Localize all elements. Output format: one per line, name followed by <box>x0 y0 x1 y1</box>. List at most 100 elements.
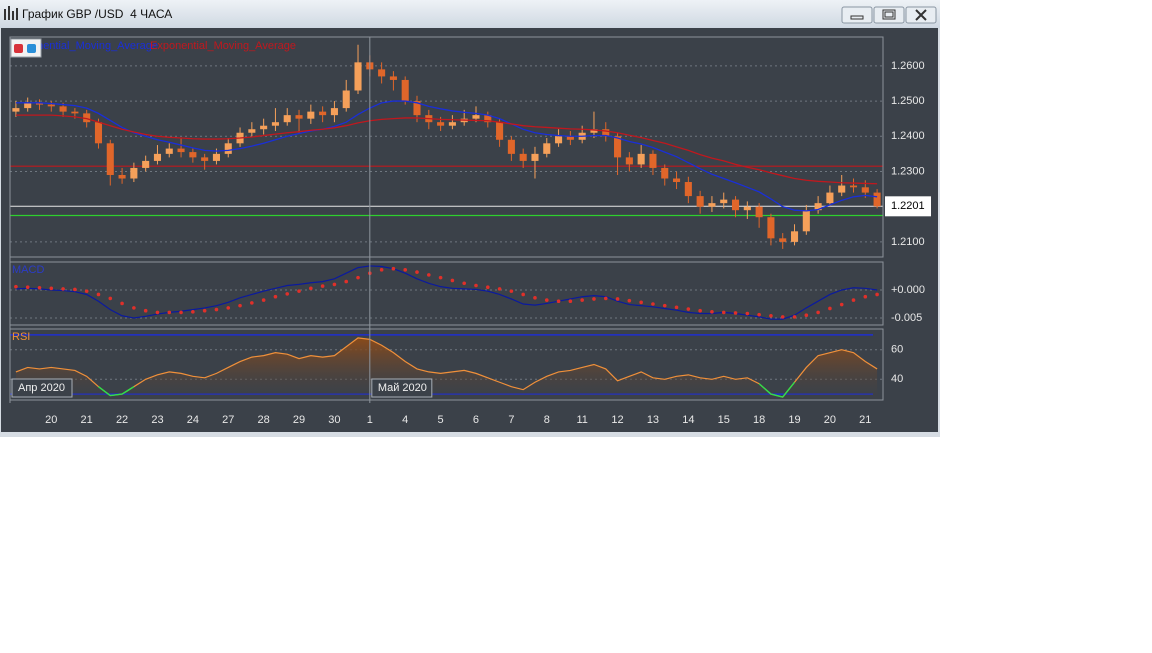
signal-dot <box>250 301 254 305</box>
signal-dot <box>816 311 820 315</box>
signal-dot <box>285 292 289 296</box>
signal-dot <box>274 295 278 299</box>
candle-body <box>638 154 645 165</box>
signal-dot <box>61 287 65 291</box>
y-tick-label: 1.2500 <box>891 95 925 107</box>
candle-body <box>284 115 291 122</box>
candle-body <box>661 168 668 179</box>
signal-dot <box>769 314 773 318</box>
candle-body <box>850 186 857 188</box>
x-tick-label: 6 <box>473 414 479 426</box>
candle-body <box>248 129 255 133</box>
maximize-button[interactable] <box>874 7 904 23</box>
signal-dot <box>167 311 171 315</box>
signal-dot <box>321 284 325 288</box>
signal-dot <box>639 301 643 305</box>
x-tick-label: 11 <box>576 414 587 426</box>
close-button[interactable] <box>906 7 936 23</box>
x-tick-label: 22 <box>116 414 128 426</box>
x-tick-label: 12 <box>611 414 623 426</box>
y-tick-label: 60 <box>891 344 903 356</box>
signal-dot <box>722 311 726 315</box>
candle-body <box>531 154 538 161</box>
signal-dot <box>392 267 396 271</box>
signal-dot <box>864 295 868 299</box>
candle-body <box>508 140 515 154</box>
x-tick-label: 18 <box>753 414 765 426</box>
x-tick-label: 13 <box>647 414 659 426</box>
candle-body <box>354 62 361 90</box>
signal-dot <box>333 283 337 287</box>
signal-dot <box>179 311 183 315</box>
candle-body <box>626 157 633 164</box>
signal-dot <box>852 298 856 302</box>
signal-dot <box>675 306 679 310</box>
x-tick-label: 24 <box>187 414 199 426</box>
candle-body <box>189 152 196 157</box>
minimize-button[interactable] <box>842 7 872 23</box>
candle-body <box>154 154 161 161</box>
signal-dot <box>781 315 785 319</box>
candle-body <box>71 112 78 114</box>
x-tick-label: 15 <box>718 414 730 426</box>
month-label: Апр 2020 <box>18 382 65 394</box>
signal-dot <box>262 298 266 302</box>
signal-dot <box>687 307 691 311</box>
signal-dot <box>793 315 797 319</box>
candle-body <box>319 112 326 116</box>
signal-dot <box>757 313 761 317</box>
candle-body <box>862 187 869 192</box>
signal-dot <box>486 285 490 289</box>
signal-dot <box>191 310 195 314</box>
signal-dot <box>215 308 219 312</box>
signal-dot <box>120 302 124 306</box>
signal-dot <box>156 311 160 315</box>
x-tick-label: 19 <box>788 414 800 426</box>
signal-dot <box>498 287 502 291</box>
signal-dot <box>427 273 431 277</box>
candle-body <box>720 200 727 204</box>
candle-body <box>649 154 656 168</box>
candle-body <box>130 168 137 179</box>
signal-dot <box>557 299 561 303</box>
signal-dot <box>734 311 738 315</box>
candle-body <box>272 122 279 126</box>
candle-body <box>791 231 798 242</box>
price-label: 1.2201 <box>891 200 925 212</box>
signal-dot <box>580 298 584 302</box>
signal-dot <box>85 289 89 293</box>
signal-dot <box>533 296 537 300</box>
x-tick-label: 20 <box>824 414 836 426</box>
x-tick-label: 4 <box>402 414 408 426</box>
signal-dot <box>226 306 230 310</box>
signal-dot <box>380 268 384 272</box>
candle-body <box>60 106 67 111</box>
candle-body <box>732 200 739 211</box>
signal-dot <box>474 284 478 288</box>
candle-body <box>673 179 680 183</box>
x-tick-label: 5 <box>438 414 444 426</box>
candle-body <box>472 115 479 119</box>
x-tick-label: 29 <box>293 414 305 426</box>
signal-dot <box>203 309 207 313</box>
candle-body <box>107 143 114 175</box>
signal-dot <box>569 299 573 303</box>
signal-dot <box>828 307 832 311</box>
x-tick-label: 23 <box>151 414 163 426</box>
candle-body <box>142 161 149 168</box>
x-tick-label: 21 <box>859 414 871 426</box>
candle-body <box>225 143 232 154</box>
y-tick-label: -0.005 <box>891 312 922 324</box>
signal-dot <box>604 297 608 301</box>
candle-body <box>295 115 302 119</box>
candle-body <box>12 108 19 112</box>
signal-dot <box>439 276 443 280</box>
signal-dot <box>875 293 879 297</box>
x-tick-label: 14 <box>682 414 694 426</box>
candle-body <box>24 103 31 108</box>
panel-title: MACD <box>12 264 44 276</box>
signal-dot <box>73 288 77 292</box>
x-tick-label: 7 <box>508 414 514 426</box>
signal-dot <box>144 309 148 313</box>
signal-dot <box>710 310 714 314</box>
